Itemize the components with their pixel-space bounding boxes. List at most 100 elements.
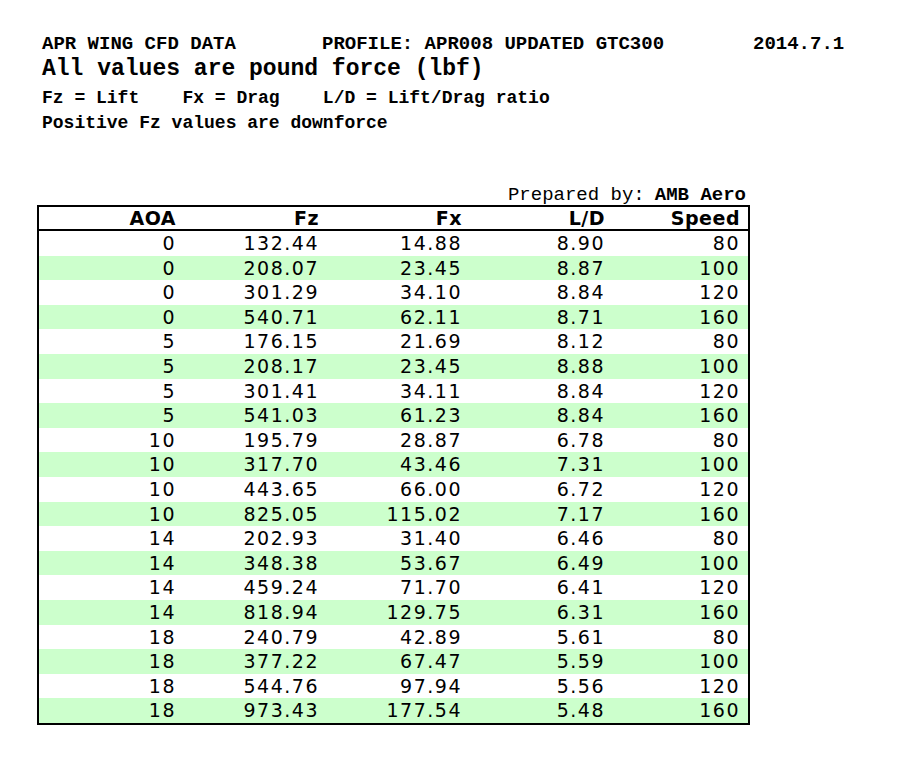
cell-l-d: 6.78 — [470, 428, 613, 453]
cell-l-d: 8.71 — [470, 305, 613, 330]
prepared-by-label: Prepared by: — [508, 184, 645, 207]
cell-fx: 31.40 — [327, 526, 470, 551]
table-row: 14202.9331.406.4680 — [38, 526, 749, 551]
cell-l-d: 6.31 — [470, 600, 613, 625]
table-row: 18377.2267.475.59100 — [38, 649, 749, 674]
cell-fx: 97.94 — [327, 674, 470, 699]
table-row: 0208.0723.458.87100 — [38, 256, 749, 281]
cell-l-d: 6.41 — [470, 575, 613, 600]
cell-aoa: 18 — [38, 649, 184, 674]
cell-aoa: 18 — [38, 674, 184, 699]
cell-speed: 160 — [613, 305, 749, 330]
cell-fz: 443.65 — [184, 477, 327, 502]
abbreviation-legend: Fz = Lift Fx = Drag L/D = Lift/Drag rati… — [42, 88, 550, 108]
cell-aoa: 10 — [38, 428, 184, 453]
cell-speed: 100 — [613, 452, 749, 477]
table-row: 0540.7162.118.71160 — [38, 305, 749, 330]
cell-fz: 377.22 — [184, 649, 327, 674]
cell-l-d: 8.87 — [470, 256, 613, 281]
cell-aoa: 10 — [38, 502, 184, 527]
cell-fx: 42.89 — [327, 625, 470, 650]
cell-aoa: 10 — [38, 477, 184, 502]
cell-aoa: 0 — [38, 230, 184, 256]
cell-aoa: 14 — [38, 526, 184, 551]
cell-speed: 160 — [613, 600, 749, 625]
cell-fx: 61.23 — [327, 403, 470, 428]
cell-fz: 544.76 — [184, 674, 327, 699]
column-header-l-d: L/D — [470, 206, 613, 230]
cfd-table: AOAFzFxL/DSpeed 0132.4414.888.90 80 0208.0… — [37, 205, 750, 725]
prepared-by: Prepared by:AMB Aero — [37, 184, 746, 206]
cell-fx: 43.46 — [327, 452, 470, 477]
cell-fx: 62.11 — [327, 305, 470, 330]
cell-fx: 67.47 — [327, 649, 470, 674]
cell-speed: 120 — [613, 477, 749, 502]
cell-aoa: 5 — [38, 403, 184, 428]
cell-fz: 132.44 — [184, 230, 327, 256]
table-row: 5541.0361.238.84160 — [38, 403, 749, 428]
cell-l-d: 5.48 — [470, 698, 613, 724]
cell-aoa: 14 — [38, 575, 184, 600]
cell-fx: 14.88 — [327, 230, 470, 256]
report-header-line: APR WING CFD DATA PROFILE: APR008 UPDATE… — [0, 33, 910, 55]
cell-fx: 177.54 — [327, 698, 470, 724]
cell-fz: 540.71 — [184, 305, 327, 330]
cell-fz: 301.29 — [184, 280, 327, 305]
table-row: 18544.7697.945.56120 — [38, 674, 749, 699]
cell-aoa: 5 — [38, 329, 184, 354]
table-row: 10195.7928.876.7880 — [38, 428, 749, 453]
cell-speed: 120 — [613, 575, 749, 600]
table-header-row: AOAFzFxL/DSpeed — [38, 206, 749, 230]
cell-speed: 100 — [613, 256, 749, 281]
cell-speed: 80 — [613, 625, 749, 650]
table-row: 14348.3853.676.49100 — [38, 551, 749, 576]
table-row: 0301.2934.108.84120 — [38, 280, 749, 305]
cell-fz: 459.24 — [184, 575, 327, 600]
table-row: 10443.6566.006.72120 — [38, 477, 749, 502]
cell-fz: 208.17 — [184, 354, 327, 379]
cell-l-d: 8.90 — [470, 230, 613, 256]
cell-fx: 71.70 — [327, 575, 470, 600]
report-date: 2014.7.1 — [753, 33, 844, 55]
cell-fx: 115.02 — [327, 502, 470, 527]
profile-label: PROFILE: APR008 UPDATED GTC300 — [322, 33, 664, 55]
cell-aoa: 0 — [38, 256, 184, 281]
table-row: 10317.7043.467.31100 — [38, 452, 749, 477]
cell-l-d: 8.84 — [470, 403, 613, 428]
cell-fz: 317.70 — [184, 452, 327, 477]
report-title: APR WING CFD DATA — [42, 33, 236, 55]
cell-l-d: 7.17 — [470, 502, 613, 527]
cell-speed: 120 — [613, 280, 749, 305]
cell-fz: 973.43 — [184, 698, 327, 724]
cfd-data-sheet: APR WING CFD DATA PROFILE: APR008 UPDATE… — [0, 0, 910, 766]
cell-speed: 100 — [613, 649, 749, 674]
cell-fz: 348.38 — [184, 551, 327, 576]
cell-speed: 160 — [613, 502, 749, 527]
cell-fx: 21.69 — [327, 329, 470, 354]
cell-aoa: 18 — [38, 625, 184, 650]
table-row: 5176.1521.698.1280 — [38, 329, 749, 354]
cell-l-d: 6.72 — [470, 477, 613, 502]
cell-fx: 53.67 — [327, 551, 470, 576]
table-row: 5208.1723.458.88100 — [38, 354, 749, 379]
cell-fx: 23.45 — [327, 354, 470, 379]
cell-speed: 160 — [613, 698, 749, 724]
cell-aoa: 18 — [38, 698, 184, 724]
cell-speed: 80 — [613, 329, 749, 354]
downforce-note: Positive Fz values are downforce — [42, 113, 388, 133]
cell-l-d: 8.88 — [470, 354, 613, 379]
cell-speed: 80 — [613, 526, 749, 551]
cell-l-d: 8.84 — [470, 280, 613, 305]
cell-l-d: 8.12 — [470, 329, 613, 354]
cell-fz: 825.05 — [184, 502, 327, 527]
column-header-fx: Fx — [327, 206, 470, 230]
cell-fx: 34.10 — [327, 280, 470, 305]
cell-fx: 34.11 — [327, 379, 470, 404]
table-row: 5301.4134.118.84120 — [38, 379, 749, 404]
cell-aoa: 14 — [38, 551, 184, 576]
table-row: 18240.7942.895.6180 — [38, 625, 749, 650]
cell-fz: 301.41 — [184, 379, 327, 404]
cell-l-d: 5.61 — [470, 625, 613, 650]
cell-speed: 100 — [613, 551, 749, 576]
table-row: 18973.43177.545.48160 — [38, 698, 749, 724]
